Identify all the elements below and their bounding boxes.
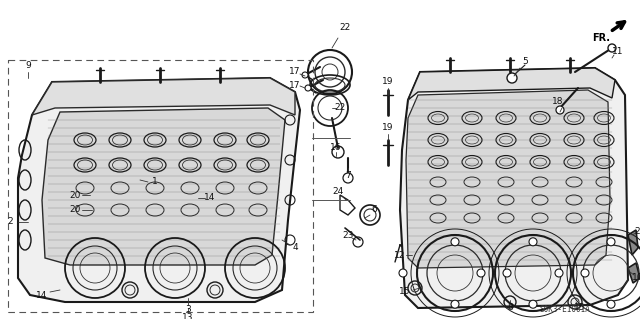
Text: 8: 8 [507,303,513,313]
Text: 14: 14 [204,194,216,203]
Text: 15: 15 [399,287,411,296]
Text: 14: 14 [36,291,48,300]
Text: 4: 4 [292,243,298,253]
Circle shape [581,269,589,277]
Text: 23: 23 [342,231,354,240]
Circle shape [477,269,485,277]
Text: 3: 3 [185,306,191,315]
Text: 13: 13 [182,314,194,319]
Text: 22: 22 [339,24,351,33]
Circle shape [607,300,615,308]
Text: 1: 1 [152,177,158,187]
Circle shape [608,44,616,52]
Text: 9: 9 [25,61,31,70]
Text: S0K3-E1001A: S0K3-E1001A [540,306,591,315]
Circle shape [451,300,459,308]
Text: 11: 11 [612,48,624,56]
Polygon shape [628,230,638,255]
Text: 20: 20 [69,205,81,214]
Circle shape [302,72,308,78]
Text: 20: 20 [69,190,81,199]
Text: FR.: FR. [592,33,610,43]
Text: 24: 24 [332,188,344,197]
Text: 7: 7 [345,170,351,180]
Text: 19: 19 [382,123,394,132]
Text: 18: 18 [552,98,564,107]
Polygon shape [408,68,615,100]
Circle shape [305,85,311,91]
Bar [8,60,313,312]
Circle shape [555,269,563,277]
Circle shape [529,238,537,246]
Text: 17: 17 [289,80,301,90]
Circle shape [529,300,537,308]
Circle shape [451,238,459,246]
Circle shape [503,269,511,277]
Text: 6: 6 [371,205,377,214]
Text: 22: 22 [334,103,346,113]
Text: 2: 2 [7,218,13,226]
Polygon shape [406,90,610,268]
Text: 15: 15 [574,303,586,313]
Circle shape [607,238,615,246]
Circle shape [507,73,517,83]
Polygon shape [18,78,300,302]
Polygon shape [628,263,640,283]
Circle shape [343,173,353,183]
Text: 12: 12 [394,250,406,259]
Circle shape [399,269,407,277]
Text: 10: 10 [632,273,640,283]
Circle shape [556,106,564,114]
Polygon shape [400,68,628,308]
Polygon shape [42,108,285,265]
Text: 21: 21 [634,227,640,236]
Polygon shape [32,78,295,115]
Text: 17: 17 [289,68,301,77]
Text: 19: 19 [382,78,394,86]
Text: 16: 16 [330,144,342,152]
Text: 5: 5 [522,57,528,66]
